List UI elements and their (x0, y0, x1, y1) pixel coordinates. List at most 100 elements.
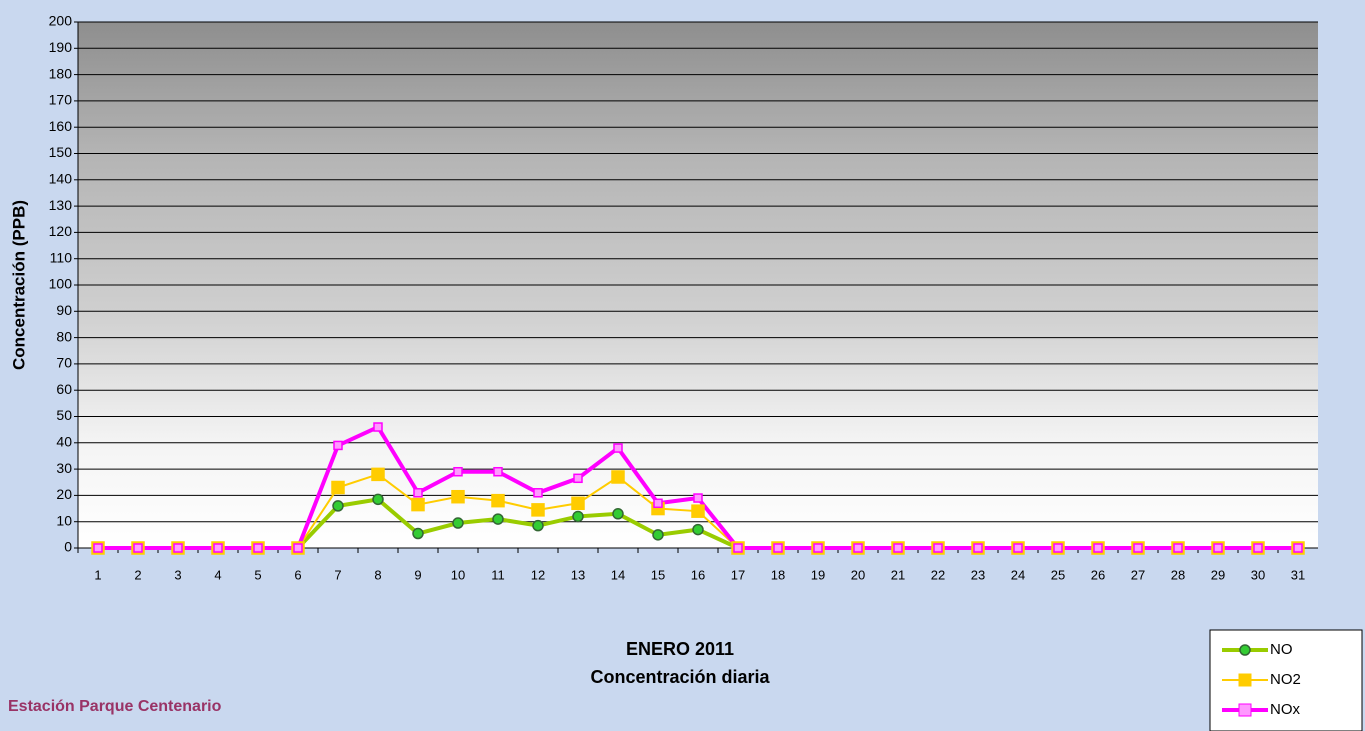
y-tick-label: 160 (49, 118, 73, 134)
marker (1253, 543, 1263, 553)
marker (532, 519, 544, 532)
x-tick-label: 24 (1011, 567, 1025, 582)
x-tick-label: 9 (414, 567, 421, 582)
x-tick-label: 5 (254, 567, 261, 582)
x-tick-label: 10 (451, 567, 465, 582)
marker (933, 543, 943, 553)
y-tick-label: 180 (49, 65, 73, 81)
x-tick-label: 14 (611, 567, 625, 582)
y-tick-label: 150 (49, 144, 73, 160)
x-tick-label: 26 (1091, 567, 1105, 582)
x-tick-label: 30 (1251, 567, 1265, 582)
x-tick-label: 27 (1131, 567, 1145, 582)
x-tick-label: 12 (531, 567, 545, 582)
x-tick-label: 11 (491, 567, 505, 582)
marker (332, 500, 344, 512)
x-tick-label: 23 (971, 567, 985, 582)
y-tick-label: 0 (64, 539, 72, 555)
x-tick-label: 17 (731, 567, 745, 582)
x-tick-label: 15 (651, 567, 665, 582)
x-tick-label: 31 (1291, 567, 1305, 582)
x-tick-label: 6 (294, 567, 301, 582)
x-tick-label: 4 (214, 567, 221, 582)
y-tick-label: 30 (56, 460, 72, 476)
marker (1133, 543, 1143, 553)
y-tick-label: 100 (49, 276, 73, 292)
marker (572, 510, 584, 523)
x-tick-label: 2 (134, 567, 141, 582)
legend-label: NO (1270, 641, 1293, 658)
marker (693, 493, 703, 503)
marker (1093, 543, 1103, 553)
marker (492, 513, 504, 525)
x-tick-label: 3 (174, 567, 181, 582)
marker (893, 543, 903, 553)
marker (571, 496, 585, 511)
y-tick-label: 110 (50, 249, 73, 265)
x-tick-label: 29 (1211, 567, 1225, 582)
marker (413, 488, 423, 498)
y-axis-label: Concentración (PPB) (9, 200, 28, 370)
marker (331, 480, 345, 495)
marker (773, 543, 783, 553)
marker (1213, 543, 1223, 553)
marker (253, 543, 263, 553)
x-tick-label: 16 (691, 567, 705, 582)
marker (213, 543, 223, 553)
y-tick-label: 80 (56, 328, 72, 344)
marker (692, 523, 704, 536)
x-tick-label: 13 (571, 567, 585, 582)
marker (531, 503, 545, 517)
marker (1173, 543, 1183, 553)
y-tick-label: 50 (56, 407, 72, 423)
marker (611, 470, 625, 484)
legend-marker (1238, 703, 1252, 717)
marker (533, 488, 543, 498)
marker (453, 466, 463, 477)
marker (411, 497, 425, 512)
x-tick-label: 8 (374, 567, 381, 582)
chart-title: ENERO 2011 (626, 639, 734, 659)
marker (452, 517, 464, 529)
marker (813, 543, 823, 553)
y-tick-label: 140 (49, 171, 73, 187)
marker (493, 466, 503, 477)
x-tick-label: 18 (771, 567, 785, 582)
legend-label: NO2 (1270, 671, 1301, 688)
y-tick-label: 60 (56, 381, 72, 397)
marker (173, 543, 183, 553)
marker (1053, 543, 1063, 553)
y-tick-label: 40 (56, 434, 72, 450)
y-tick-label: 190 (49, 39, 73, 55)
marker (293, 543, 303, 553)
marker (373, 422, 383, 432)
y-tick-label: 10 (56, 512, 72, 528)
chart-subtitle: Concentración diaria (590, 667, 770, 687)
marker (333, 440, 343, 451)
marker (652, 529, 664, 541)
marker (613, 443, 623, 453)
legend-marker (1238, 673, 1252, 687)
x-tick-label: 22 (931, 567, 945, 582)
marker (853, 543, 863, 553)
x-tick-label: 19 (811, 567, 825, 582)
marker (451, 489, 465, 504)
x-tick-label: 20 (851, 567, 865, 582)
marker (1293, 543, 1303, 553)
y-tick-label: 70 (56, 355, 72, 371)
marker (973, 543, 983, 553)
legend-label: NOx (1270, 701, 1301, 718)
marker (573, 473, 583, 484)
marker (412, 527, 424, 540)
y-tick-label: 200 (49, 13, 73, 29)
x-tick-label: 1 (94, 567, 101, 582)
marker (1013, 543, 1023, 553)
station-label: Estación Parque Centenario (8, 698, 222, 715)
y-tick-label: 20 (56, 486, 72, 502)
marker (371, 467, 385, 482)
marker (491, 493, 505, 508)
marker (691, 504, 705, 518)
marker (372, 493, 384, 506)
